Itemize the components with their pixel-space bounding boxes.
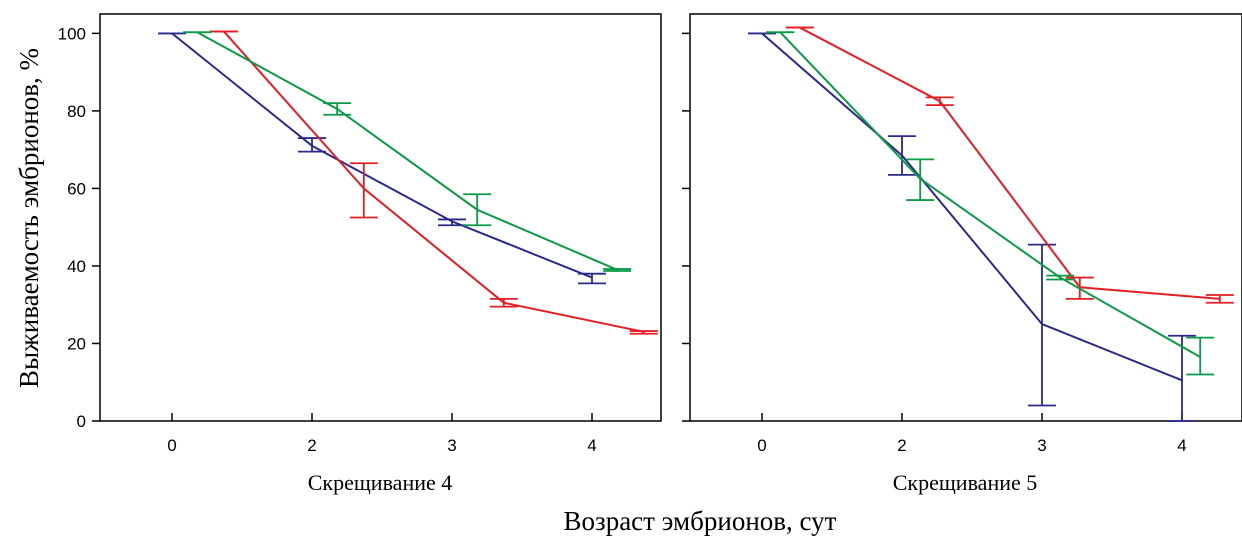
x-tick-label: 4: [1177, 436, 1186, 455]
plot-frame: [99, 13, 662, 422]
error-bar-green: [463, 193, 492, 227]
x-ticks: 0 2 3 4: [167, 413, 597, 455]
series-group: [748, 26, 1234, 422]
series-line-blue: [171, 32, 593, 279]
error-bar-red: [925, 96, 954, 106]
error-bar-red: [1205, 294, 1234, 304]
error-bar-green: [603, 268, 632, 272]
y-tick-label: 100: [58, 24, 86, 43]
error-bar-blue: [1168, 334, 1196, 422]
error-bar-blue: [578, 272, 606, 285]
y-tick-label: 60: [67, 179, 86, 198]
series-line-green: [196, 31, 618, 271]
y-tick-label: 0: [77, 412, 86, 431]
error-bar-blue: [298, 137, 326, 153]
plot-frame: [689, 13, 1242, 422]
y-tick-label: 40: [67, 257, 86, 276]
panel-title: Скрещивание 5: [893, 470, 1038, 495]
y-tick-label: 80: [67, 102, 86, 121]
error-bar-blue: [1028, 243, 1056, 407]
y-tick-label: 20: [67, 334, 86, 353]
x-tick-label: 3: [1037, 436, 1046, 455]
y-ticks: 0 20 40 60 80 100: [58, 24, 100, 431]
x-tick-label: 0: [167, 436, 176, 455]
x-tick-label: 4: [587, 436, 596, 455]
error-bar-green: [1046, 274, 1075, 281]
x-tick-label: 3: [447, 436, 456, 455]
x-tick-label: 2: [307, 436, 316, 455]
error-bar-red: [629, 330, 658, 335]
panel-title: Скрещивание 4: [308, 470, 453, 495]
y-axis-label: Выживаемость эмбрионов, %: [14, 48, 44, 388]
panel-crossing-5: 0 2 3 4 Скрещивание 5: [682, 13, 1242, 495]
error-bar-red: [489, 297, 518, 308]
error-bar-red: [349, 162, 378, 219]
error-bar-green: [906, 158, 935, 201]
series-line-green: [779, 31, 1201, 358]
error-bar-green: [323, 102, 352, 116]
series-line-red: [223, 30, 645, 333]
y-ticks: [682, 32, 690, 422]
series-group: [158, 30, 658, 335]
series-line-blue: [761, 32, 1183, 382]
series-line-red: [799, 26, 1220, 300]
error-bar-blue: [438, 218, 466, 227]
panel-crossing-4: 0 20 40 60 80 100 0 2 3 4 Скрещивание 4: [58, 13, 662, 495]
x-axis-label: Возраст эмбрионов, сут: [564, 506, 837, 536]
error-bar-blue: [888, 135, 916, 176]
error-bar-green: [1186, 336, 1215, 376]
x-tick-label: 0: [757, 436, 766, 455]
x-tick-label: 2: [897, 436, 906, 455]
